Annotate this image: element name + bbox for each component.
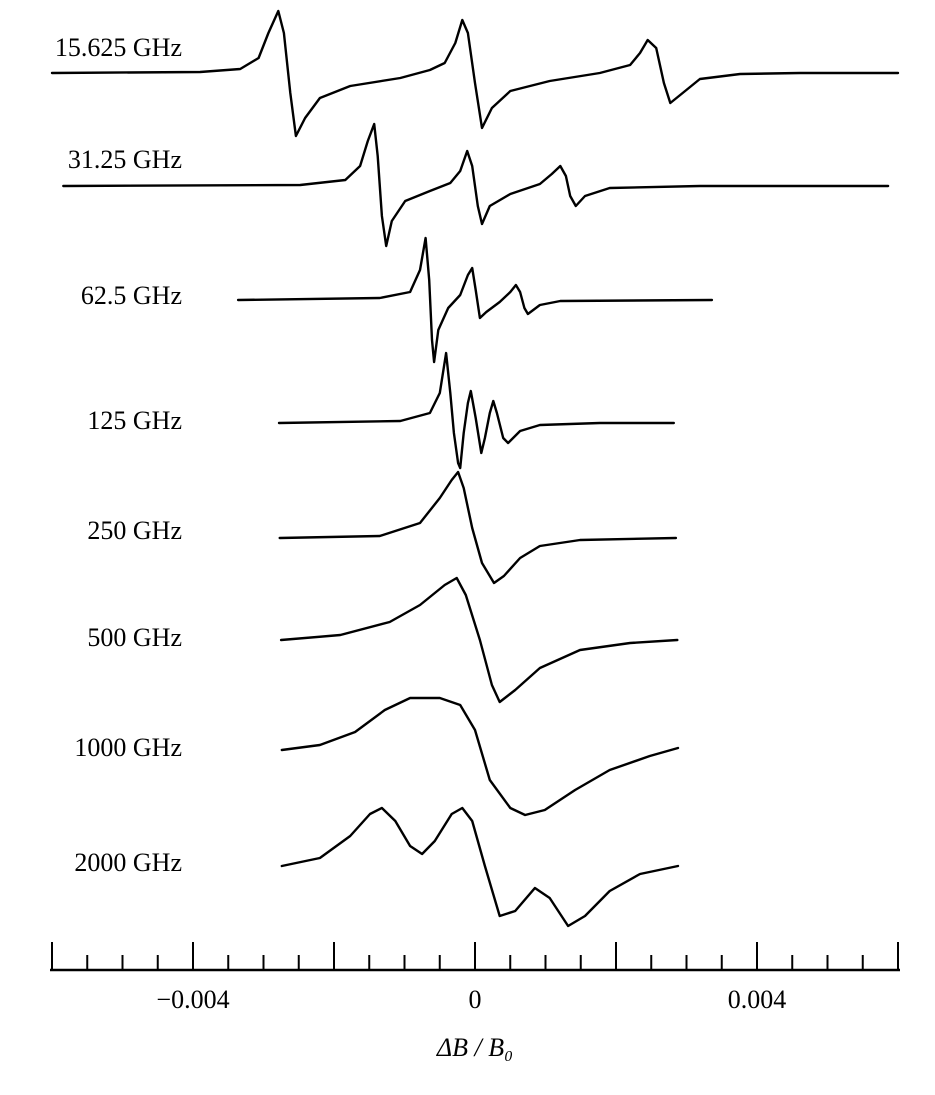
trace xyxy=(62,122,890,248)
trace xyxy=(280,696,680,817)
trace-label: 2000 GHz xyxy=(74,848,182,877)
x-axis-label: ΔB / B₀ xyxy=(436,1033,513,1062)
trace-label: 500 GHz xyxy=(87,623,182,652)
x-tick-label: 0.004 xyxy=(728,985,787,1014)
trace-label: 1000 GHz xyxy=(74,733,182,762)
x-tick-label: −0.004 xyxy=(156,985,229,1014)
trace-label: 125 GHz xyxy=(87,406,182,435)
trace-label: 31.25 GHz xyxy=(68,145,182,174)
trace xyxy=(277,351,675,470)
x-tick-label: 0 xyxy=(469,985,482,1014)
trace-label: 250 GHz xyxy=(87,516,182,545)
trace xyxy=(280,806,680,928)
trace xyxy=(279,576,679,704)
trace xyxy=(278,470,678,585)
trace-label: 15.625 GHz xyxy=(55,33,182,62)
trace xyxy=(236,236,714,364)
trace-label: 62.5 GHz xyxy=(81,281,182,310)
trace xyxy=(50,9,900,138)
